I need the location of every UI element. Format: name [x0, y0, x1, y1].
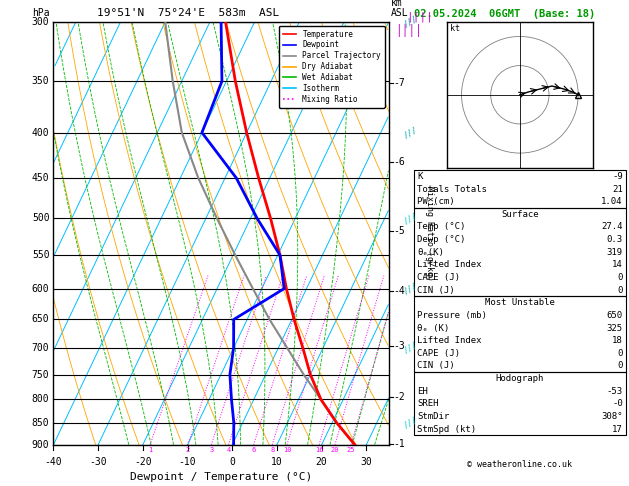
- Text: Most Unstable: Most Unstable: [485, 298, 555, 307]
- Text: -53: -53: [606, 387, 623, 396]
- Text: 400: 400: [32, 128, 50, 138]
- Text: 319: 319: [606, 248, 623, 257]
- Text: Mixing Ratio (g/kg): Mixing Ratio (g/kg): [425, 186, 434, 281]
- Text: 10: 10: [271, 457, 283, 468]
- Text: kt: kt: [450, 24, 460, 33]
- Text: 4: 4: [226, 447, 231, 453]
- Text: StmSpd (kt): StmSpd (kt): [417, 425, 476, 434]
- Text: CAPE (J): CAPE (J): [417, 349, 460, 358]
- Text: Surface: Surface: [501, 210, 538, 219]
- Text: CAPE (J): CAPE (J): [417, 273, 460, 282]
- Text: 14: 14: [612, 260, 623, 269]
- Text: ///: ///: [402, 211, 420, 226]
- Text: -9: -9: [612, 172, 623, 181]
- Text: 21: 21: [612, 185, 623, 193]
- Text: Dewpoint / Temperature (°C): Dewpoint / Temperature (°C): [130, 472, 312, 482]
- Text: 16: 16: [315, 447, 323, 453]
- Text: hPa: hPa: [31, 8, 49, 17]
- Text: km
ASL: km ASL: [391, 0, 408, 17]
- Text: -10: -10: [179, 457, 196, 468]
- Text: 30: 30: [360, 457, 372, 468]
- Text: ///: ///: [402, 415, 420, 430]
- Text: 350: 350: [32, 76, 50, 86]
- Text: EH: EH: [417, 387, 428, 396]
- Text: ///: ///: [402, 340, 420, 356]
- Text: CIN (J): CIN (J): [417, 362, 455, 370]
- Text: -4: -4: [394, 286, 406, 296]
- Text: 0: 0: [617, 362, 623, 370]
- Text: StmDir: StmDir: [417, 412, 449, 421]
- Text: 700: 700: [32, 343, 50, 353]
- Text: SREH: SREH: [417, 399, 438, 408]
- Text: -6: -6: [394, 157, 406, 167]
- Text: 650: 650: [32, 314, 50, 325]
- Text: 17: 17: [612, 425, 623, 434]
- Text: 0: 0: [617, 349, 623, 358]
- Text: 8: 8: [270, 447, 274, 453]
- Text: 800: 800: [32, 394, 50, 404]
- Text: -1: -1: [394, 439, 406, 449]
- Text: 0: 0: [230, 457, 235, 468]
- Text: 3: 3: [209, 447, 213, 453]
- Text: Lifted Index: Lifted Index: [417, 336, 482, 345]
- Text: -30: -30: [89, 457, 107, 468]
- Text: 750: 750: [32, 369, 50, 380]
- Text: 650: 650: [606, 311, 623, 320]
- Text: 0: 0: [617, 286, 623, 295]
- Text: 10: 10: [283, 447, 291, 453]
- Text: 20: 20: [316, 457, 328, 468]
- Text: -40: -40: [45, 457, 62, 468]
- Text: Pressure (mb): Pressure (mb): [417, 311, 487, 320]
- Text: CIN (J): CIN (J): [417, 286, 455, 295]
- Text: PW (cm): PW (cm): [417, 197, 455, 206]
- Text: -3: -3: [394, 341, 406, 351]
- Text: Hodograph: Hodograph: [496, 374, 544, 383]
- Text: © weatheronline.co.uk: © weatheronline.co.uk: [467, 460, 572, 469]
- Text: -5: -5: [394, 226, 406, 236]
- Text: -2: -2: [394, 392, 406, 402]
- Text: 6: 6: [252, 447, 256, 453]
- Text: 600: 600: [32, 284, 50, 294]
- Text: Dewp (°C): Dewp (°C): [417, 235, 465, 244]
- Text: ││││: ││││: [395, 24, 422, 37]
- Text: θₑ (K): θₑ (K): [417, 324, 449, 332]
- Text: K: K: [417, 172, 423, 181]
- Text: 500: 500: [32, 213, 50, 224]
- Text: ||||: ||||: [406, 12, 433, 22]
- Text: -20: -20: [134, 457, 152, 468]
- Text: ///: ///: [402, 14, 420, 30]
- Text: 900: 900: [32, 440, 50, 450]
- Text: θₑ(K): θₑ(K): [417, 248, 444, 257]
- Text: -7: -7: [394, 78, 406, 88]
- Text: ///: ///: [402, 281, 420, 296]
- Text: 02.05.2024  06GMT  (Base: 18): 02.05.2024 06GMT (Base: 18): [414, 9, 595, 19]
- Text: Lifted Index: Lifted Index: [417, 260, 482, 269]
- Text: -0: -0: [612, 399, 623, 408]
- Text: 308°: 308°: [601, 412, 623, 421]
- Text: 1.04: 1.04: [601, 197, 623, 206]
- Text: 300: 300: [32, 17, 50, 27]
- Text: 19°51'N  75°24'E  583m  ASL: 19°51'N 75°24'E 583m ASL: [97, 8, 279, 17]
- Text: 325: 325: [606, 324, 623, 332]
- Text: ///: ///: [402, 125, 420, 140]
- Text: 20: 20: [331, 447, 339, 453]
- Text: 27.4: 27.4: [601, 223, 623, 231]
- Text: 18: 18: [612, 336, 623, 345]
- Text: 25: 25: [347, 447, 355, 453]
- Text: Totals Totals: Totals Totals: [417, 185, 487, 193]
- Text: 550: 550: [32, 250, 50, 260]
- Legend: Temperature, Dewpoint, Parcel Trajectory, Dry Adiabat, Wet Adiabat, Isotherm, Mi: Temperature, Dewpoint, Parcel Trajectory…: [279, 26, 385, 108]
- Text: 0.3: 0.3: [606, 235, 623, 244]
- Text: 1: 1: [148, 447, 152, 453]
- Text: 450: 450: [32, 173, 50, 183]
- Text: 850: 850: [32, 417, 50, 428]
- Text: 2: 2: [186, 447, 190, 453]
- Text: 0: 0: [617, 273, 623, 282]
- Text: Temp (°C): Temp (°C): [417, 223, 465, 231]
